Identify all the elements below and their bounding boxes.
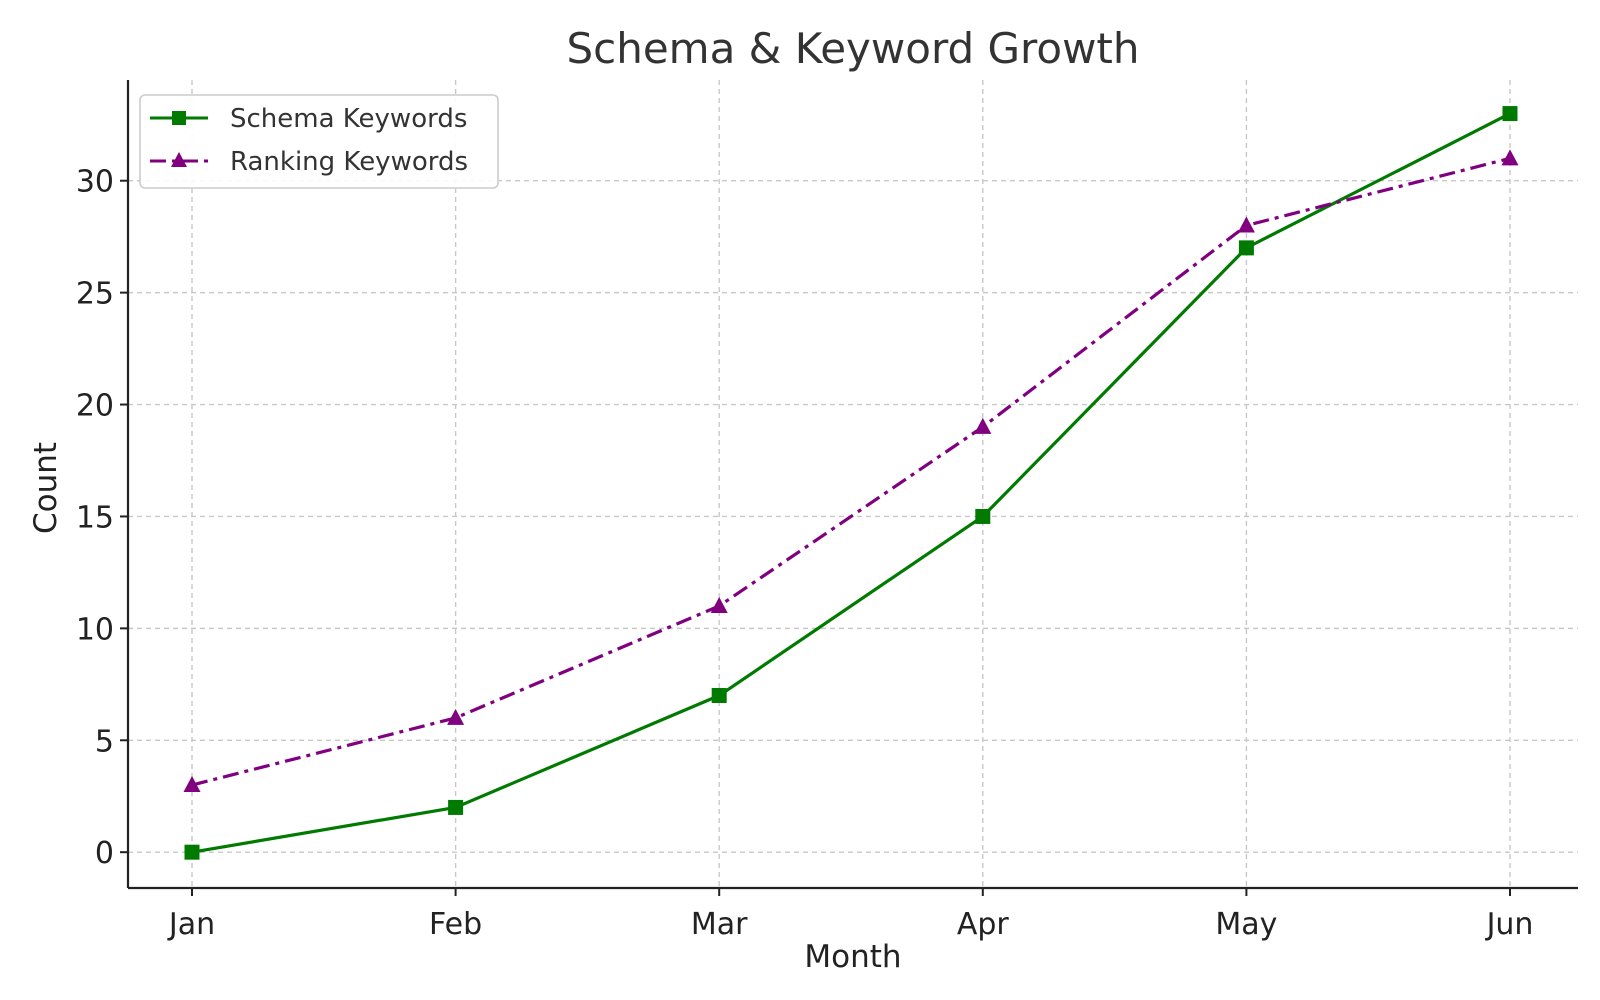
legend-item-schema-keywords: Schema Keywords [150,104,467,134]
x-tick-labels: Jan Feb Mar Apr May Jun [167,888,1534,942]
data-point-schema-keywords [1238,240,1254,256]
series-line-schema-keywords [191,112,1511,854]
series-ranking-keywords [183,149,1519,793]
legend-item-ranking-keywords: Ranking Keywords [150,147,468,177]
y-tick-label: 20 [76,389,114,424]
x-tick-label: May [1215,907,1277,942]
data-point-schema-keywords [975,508,991,524]
y-tick-label: 15 [76,500,114,535]
grid-layer [128,80,1578,888]
data-point-schema-keywords [711,688,727,704]
series-layer [183,106,1519,860]
data-point-schema-keywords [448,799,464,815]
data-point-schema-keywords [184,844,200,860]
legend: Schema Keywords Ranking Keywords [139,94,499,189]
y-tick-label: 5 [95,724,114,759]
legend-label-ranking-keywords: Ranking Keywords [230,147,468,177]
axes-layer [126,80,1578,890]
data-point-ranking-keywords [1237,216,1255,233]
data-point-ranking-keywords [1501,149,1519,166]
y-axis-label: Count [28,442,64,534]
legend-box [139,94,499,189]
data-point-schema-keywords [1502,106,1518,122]
legend-label-schema-keywords: Schema Keywords [230,104,467,134]
x-tick-label: Jan [167,907,215,942]
x-tick-label: Feb [429,907,482,942]
series-schema-keywords [184,106,1518,860]
legend-marker-square [172,111,186,125]
y-tick-label: 10 [76,612,114,647]
y-tick-labels: 0 5 10 15 20 25 30 [76,165,128,871]
x-tick-label: Jun [1485,907,1534,942]
y-tick-label: 25 [76,277,114,312]
series-line-ranking-keywords [191,156,1511,787]
legend-marker-triangle [171,152,187,167]
data-point-ranking-keywords [447,708,465,725]
data-point-ranking-keywords [710,596,728,613]
data-point-ranking-keywords [974,417,992,434]
x-tick-label: Apr [957,907,1010,942]
y-tick-label: 30 [76,165,114,200]
x-axis-label: Month [804,939,901,975]
data-point-ranking-keywords [183,776,201,793]
chart-title: Schema & Keyword Growth [566,24,1139,73]
x-tick-label: Mar [691,907,748,942]
y-tick-label: 0 [95,836,114,871]
